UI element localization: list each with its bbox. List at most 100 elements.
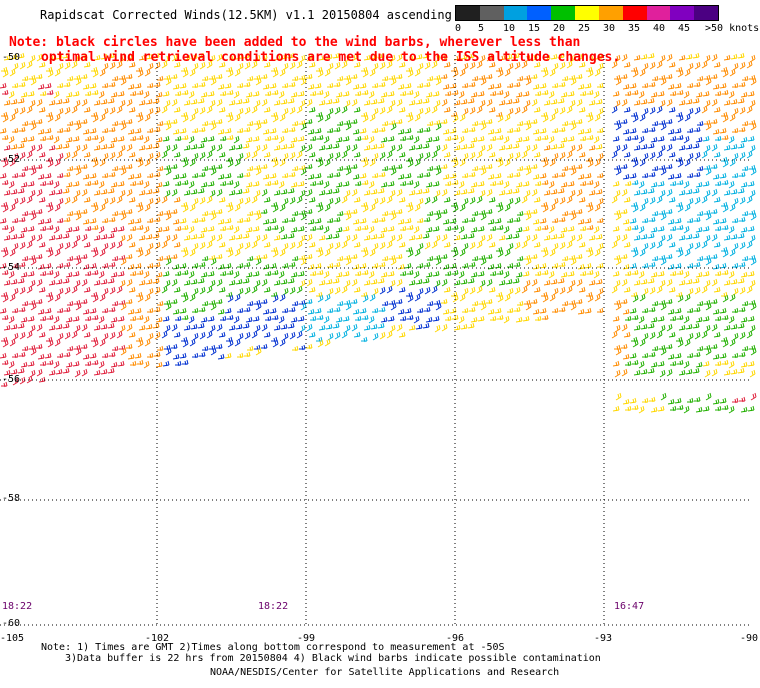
- wind-barb: [173, 241, 181, 248]
- wind-barb: [539, 262, 547, 269]
- wind-barb: [220, 180, 227, 187]
- wind-barb: [57, 197, 64, 206]
- wind-barb: [344, 189, 351, 198]
- wind-barb: [318, 144, 326, 151]
- wind-barb: [112, 75, 119, 82]
- wind-barb: [200, 136, 208, 143]
- wind-barb: [488, 106, 496, 113]
- wind-barb: [480, 77, 487, 86]
- wind-barb: [687, 82, 694, 89]
- wind-barb: [102, 262, 109, 269]
- wind-barb: [38, 61, 46, 68]
- wind-barb: [138, 234, 146, 241]
- wind-barb: [351, 208, 358, 215]
- wind-barb: [539, 307, 547, 314]
- wind-barb: [701, 285, 708, 294]
- wind-barb: [404, 307, 412, 314]
- wind-barb: [44, 352, 52, 359]
- wind-barb: [29, 279, 36, 288]
- wind-barb: [570, 257, 577, 266]
- wind-barb: [37, 83, 45, 90]
- wind-barb: [182, 69, 189, 78]
- wind-barb: [345, 302, 352, 311]
- wind-barb: [119, 234, 126, 243]
- wind-barb: [67, 75, 74, 82]
- wind-barb: [202, 75, 209, 82]
- wind-barb: [746, 240, 753, 249]
- wind-barb: [179, 307, 187, 314]
- wind-barb: [306, 188, 313, 197]
- wind-barb: [147, 217, 154, 224]
- wind-barb: [269, 172, 277, 179]
- wind-barb: [92, 249, 99, 258]
- wind-barb: [351, 98, 358, 107]
- wind-barb: [38, 286, 46, 293]
- wind-barb: [64, 151, 71, 160]
- wind-barb: [226, 111, 233, 118]
- wind-barb: [576, 73, 583, 80]
- wind-barb: [278, 225, 285, 234]
- wind-barb: [740, 316, 748, 323]
- wind-barb: [722, 204, 729, 213]
- wind-barb: [705, 302, 712, 311]
- wind-barb: [261, 343, 268, 350]
- map-title: Rapidscat Corrected Winds(12.5KM) v1.1 2…: [40, 8, 452, 22]
- wind-barb: [359, 307, 367, 314]
- wind-barb: [639, 203, 646, 212]
- wind-barb: [462, 197, 469, 206]
- wind-barb: [355, 270, 362, 277]
- wind-barb: [497, 294, 504, 303]
- wind-barb: [199, 306, 206, 313]
- wind-barb: [740, 136, 748, 143]
- wind-barb: [431, 105, 438, 114]
- wind-barb: [594, 68, 601, 77]
- wind-barb: [57, 307, 64, 314]
- wind-barb: [541, 246, 548, 253]
- wind-barb: [81, 53, 88, 62]
- wind-barb: [57, 332, 64, 341]
- wind-barb: [614, 99, 621, 108]
- wind-barb: [642, 127, 649, 134]
- wind-barb: [344, 279, 351, 288]
- wind-barb: [207, 180, 215, 187]
- wind-barb: [287, 52, 295, 59]
- wind-barb: [649, 306, 656, 313]
- longitude-label: -93: [594, 633, 613, 644]
- wind-barb: [47, 314, 54, 321]
- wind-barb: [432, 225, 440, 232]
- wind-barb: [134, 262, 142, 269]
- wind-barb: [614, 324, 621, 333]
- wind-barb: [171, 323, 178, 332]
- wind-barb: [157, 75, 164, 82]
- wind-barb: [107, 142, 115, 149]
- wind-barb: [372, 82, 379, 89]
- wind-barb: [261, 73, 268, 80]
- wind-barb: [692, 322, 700, 329]
- wind-barb: [179, 172, 187, 179]
- wind-barb: [389, 254, 396, 261]
- wind-barb: [54, 248, 61, 257]
- wind-barb: [432, 90, 440, 97]
- wind-barb: [308, 196, 316, 203]
- wind-barb: [82, 128, 90, 135]
- wind-barb: [1, 291, 8, 298]
- wind-barb: [674, 82, 682, 89]
- wind-barb: [318, 99, 326, 106]
- wind-barb: [584, 127, 592, 134]
- wind-barb: [704, 299, 711, 306]
- wind-barb: [578, 196, 586, 203]
- wind-barb: [711, 368, 718, 377]
- wind-barb: [53, 315, 60, 324]
- wind-barb: [497, 269, 504, 276]
- wind-barb: [614, 144, 621, 153]
- wind-barb: [210, 347, 217, 356]
- wind-barb: [62, 367, 70, 374]
- wind-barb: [593, 270, 600, 279]
- wind-barb: [188, 135, 195, 144]
- wind-barb: [742, 345, 749, 352]
- wind-barb: [224, 352, 232, 359]
- wind-barb: [164, 254, 171, 261]
- wind-barb: [310, 270, 317, 277]
- wind-barb: [345, 122, 352, 131]
- wind-barb: [379, 196, 386, 205]
